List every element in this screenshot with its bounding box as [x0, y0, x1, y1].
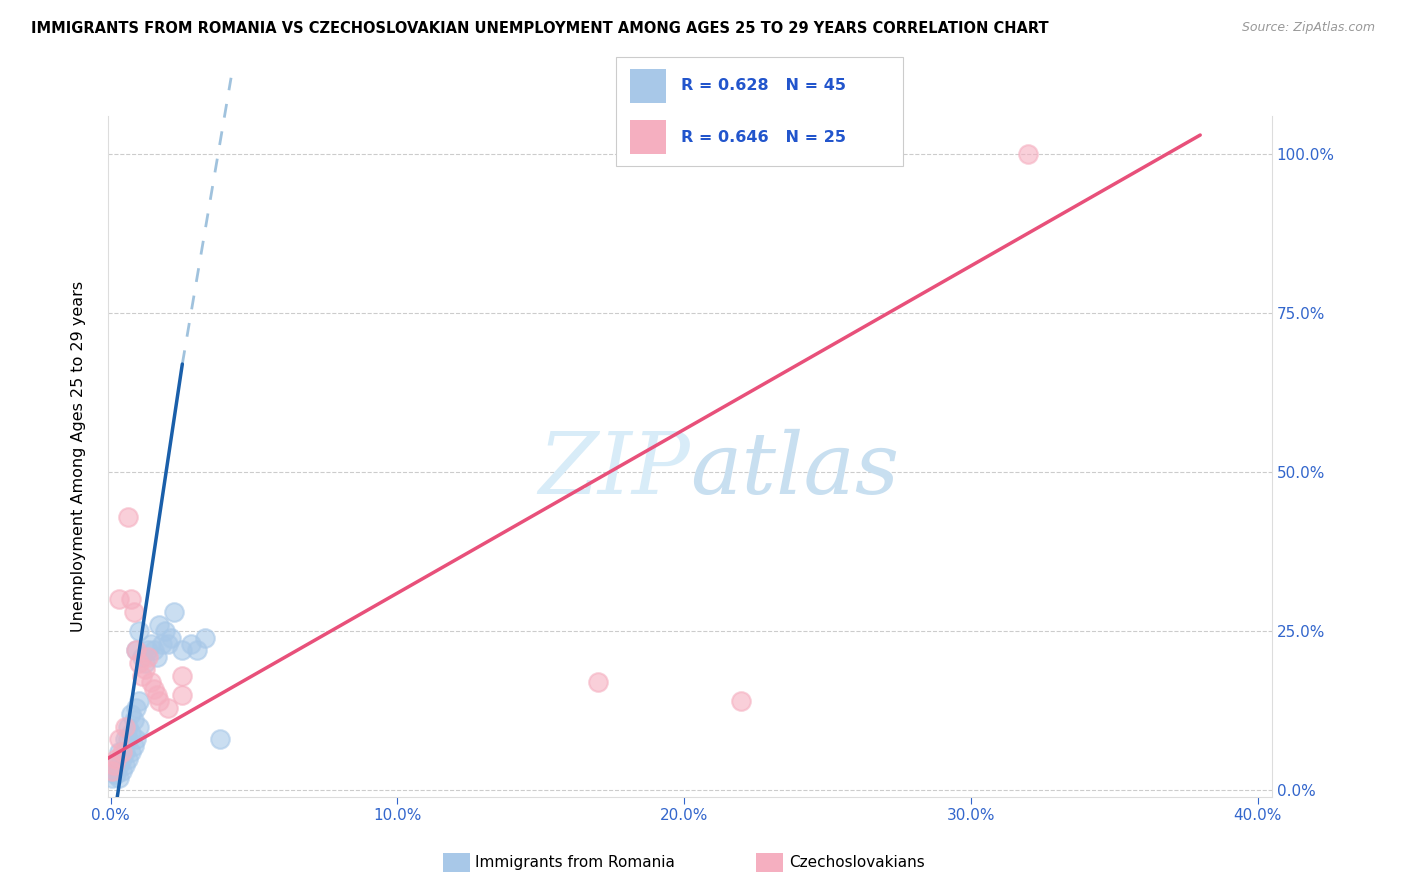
Point: [730, 694, 752, 708]
Point: [156, 637, 179, 651]
Point: [1017, 147, 1039, 161]
Point: [186, 643, 208, 657]
Point: [128, 720, 150, 734]
Point: [586, 675, 609, 690]
Point: [117, 720, 139, 734]
Point: [172, 643, 194, 657]
Point: [125, 732, 148, 747]
Point: [145, 649, 167, 664]
Point: [108, 745, 131, 759]
Point: [114, 757, 136, 772]
Text: Czechoslovakians: Czechoslovakians: [789, 855, 925, 870]
Point: [122, 605, 145, 619]
Point: [172, 688, 194, 702]
Point: [142, 681, 165, 696]
Point: [108, 732, 131, 747]
Point: [104, 767, 127, 781]
Y-axis label: Unemployment Among Ages 25 to 29 years: Unemployment Among Ages 25 to 29 years: [72, 281, 86, 632]
Point: [160, 631, 183, 645]
Point: [105, 751, 128, 765]
Text: R = 0.646   N = 25: R = 0.646 N = 25: [681, 129, 845, 145]
Point: [128, 656, 150, 670]
Point: [101, 771, 124, 785]
Point: [114, 720, 136, 734]
Point: [134, 662, 156, 676]
Point: [120, 726, 142, 740]
Point: [128, 694, 150, 708]
Point: [148, 694, 170, 708]
Point: [156, 700, 179, 714]
Point: [131, 649, 153, 664]
Point: [108, 592, 131, 607]
Point: [172, 669, 194, 683]
Point: [122, 714, 145, 728]
Point: [125, 643, 148, 657]
Point: [108, 757, 131, 772]
Point: [120, 592, 142, 607]
Bar: [630, 120, 666, 154]
Point: [163, 605, 186, 619]
Text: ZIP: ZIP: [538, 428, 690, 511]
Text: Source: ZipAtlas.com: Source: ZipAtlas.com: [1241, 21, 1375, 34]
Point: [105, 757, 128, 772]
Point: [136, 649, 159, 664]
Point: [122, 739, 145, 753]
Point: [111, 745, 134, 759]
Text: Immigrants from Romania: Immigrants from Romania: [475, 855, 675, 870]
Point: [142, 643, 165, 657]
Point: [101, 764, 124, 779]
FancyBboxPatch shape: [616, 57, 903, 166]
Point: [131, 669, 153, 683]
Text: R = 0.628   N = 45: R = 0.628 N = 45: [681, 78, 845, 94]
Point: [136, 643, 159, 657]
Point: [103, 757, 125, 772]
Point: [139, 675, 162, 690]
Point: [108, 771, 131, 785]
Point: [145, 688, 167, 702]
Point: [150, 637, 173, 651]
Point: [139, 637, 162, 651]
Text: atlas: atlas: [690, 428, 898, 511]
Point: [111, 764, 134, 779]
Point: [111, 751, 134, 765]
Point: [120, 706, 142, 721]
Point: [153, 624, 176, 639]
Point: [125, 700, 148, 714]
Point: [134, 656, 156, 670]
Point: [208, 732, 231, 747]
Point: [105, 767, 128, 781]
Point: [117, 751, 139, 765]
Point: [120, 745, 142, 759]
Point: [125, 643, 148, 657]
Point: [673, 147, 696, 161]
Point: [194, 631, 217, 645]
Point: [114, 732, 136, 747]
Point: [128, 624, 150, 639]
Point: [114, 745, 136, 759]
Text: IMMIGRANTS FROM ROMANIA VS CZECHOSLOVAKIAN UNEMPLOYMENT AMONG AGES 25 TO 29 YEAR: IMMIGRANTS FROM ROMANIA VS CZECHOSLOVAKI…: [31, 21, 1049, 36]
Point: [117, 509, 139, 524]
Point: [117, 732, 139, 747]
Point: [148, 618, 170, 632]
Bar: [630, 69, 666, 103]
Point: [180, 637, 202, 651]
Point: [103, 764, 125, 779]
